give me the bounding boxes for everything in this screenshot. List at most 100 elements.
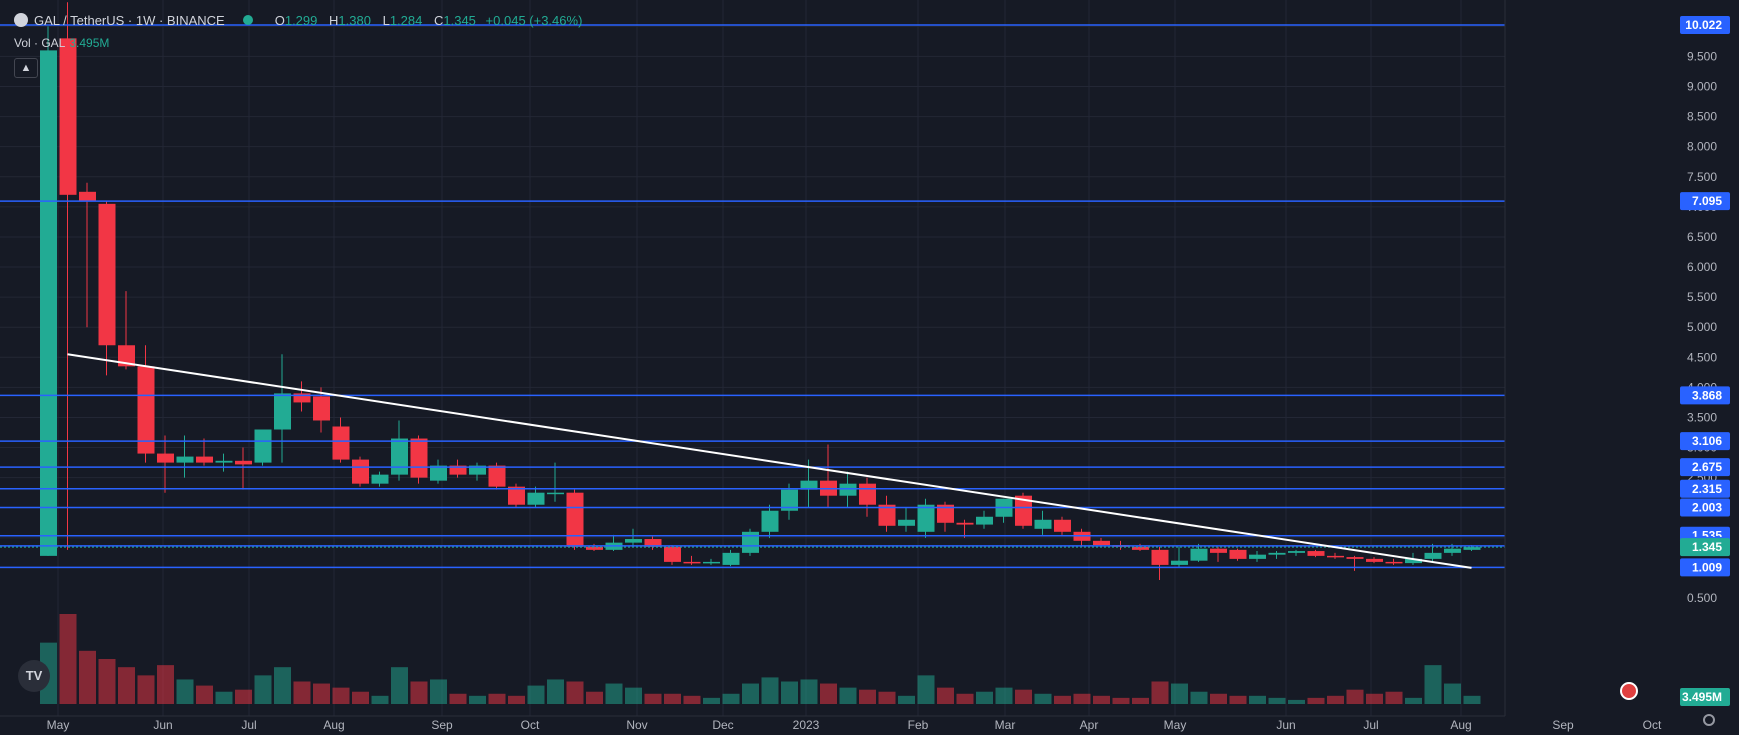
time-tick-label: Apr [1080, 718, 1099, 732]
candle-body [703, 561, 720, 564]
price-candles [40, 2, 1481, 580]
price-tick-label: 5.000 [1687, 320, 1717, 334]
price-label-tag [1680, 688, 1730, 706]
candle-body [118, 345, 135, 367]
candle-body [683, 561, 701, 564]
volume-bar [371, 695, 389, 704]
price-tick-label: 4.500 [1687, 350, 1717, 364]
trendline[interactable] [67, 353, 1472, 569]
volume-bar [956, 693, 974, 704]
time-tick-label: Jul [241, 718, 256, 732]
volume-bar [605, 683, 623, 704]
price-label-tag [1680, 458, 1730, 477]
time-tick-label: Sep [431, 718, 453, 732]
volume-bar [1034, 693, 1052, 704]
volume-bar [1015, 689, 1032, 704]
volume-bar [878, 691, 896, 704]
volume-bar [1405, 697, 1422, 704]
price-level-label: 3.495M [1682, 690, 1722, 704]
close-value: 1.345 [443, 12, 476, 28]
volume-bar [1444, 683, 1461, 704]
price-axis-background [1505, 0, 1739, 735]
price-level-label: 3.868 [1692, 388, 1722, 402]
price-label-tag [1680, 386, 1730, 405]
volume-bar [703, 697, 720, 704]
candle-body [508, 486, 525, 505]
candle-body [1463, 547, 1481, 550]
volume-bar [1346, 689, 1364, 704]
symbol-title[interactable]: GAL / TetherUS · 1W · BINANCE [34, 12, 225, 28]
price-tick-label: 6.000 [1687, 260, 1717, 274]
candle-body [254, 429, 272, 463]
candle-body [449, 465, 467, 475]
open-label: O [274, 12, 285, 28]
chevron-up-icon[interactable]: ▲ [14, 58, 38, 78]
horizontal-levels[interactable] [0, 24, 1505, 569]
volume-bar [1288, 699, 1305, 704]
volume-bar [410, 681, 428, 704]
price-axis[interactable]: 9.5009.0008.5008.0007.5007.0006.5006.000… [1504, 0, 1739, 735]
price-tick-label: 7.500 [1687, 170, 1717, 184]
volume-bar [332, 687, 350, 704]
volume-bar [1424, 665, 1442, 704]
candle-body [293, 393, 311, 403]
low-value: 1.284 [389, 12, 423, 28]
price-label-tag [1680, 498, 1730, 517]
volume-bar [1112, 697, 1130, 704]
time-tick-label: Oct [1643, 718, 1662, 732]
candle-body [586, 546, 603, 550]
volume-bar [235, 689, 252, 704]
candle-body [859, 483, 876, 505]
price-tick-label: 9.000 [1687, 80, 1717, 94]
price-level-label: 2.675 [1692, 460, 1722, 474]
candle-body [1249, 554, 1266, 559]
price-label-tag [1680, 479, 1730, 498]
volume-bar [995, 687, 1013, 704]
candle-body [1424, 552, 1442, 559]
time-tick-label: Jun [1276, 718, 1295, 732]
candle-body [391, 438, 408, 475]
candle-body [722, 552, 740, 565]
candle-body [98, 203, 116, 346]
volume-legend[interactable]: Vol · GAL 3.495M [14, 36, 109, 50]
price-tick-label: 8.500 [1687, 110, 1717, 124]
volume-value: 3.495M [69, 36, 110, 50]
candle-body [313, 396, 330, 421]
candle-body [196, 456, 213, 463]
volume-bar [313, 683, 330, 704]
tradingview-logo-icon[interactable]: TV [18, 660, 50, 692]
time-tick-label: Nov [626, 718, 647, 732]
candle-body [235, 460, 252, 465]
price-tick-label: 3.500 [1687, 410, 1717, 424]
candle-body [137, 366, 155, 454]
candle-body [1444, 548, 1461, 553]
market-status-icon [242, 15, 253, 25]
time-tick-label: May [1164, 718, 1187, 732]
candle-body [644, 539, 662, 547]
volume-bar [566, 681, 584, 704]
candle-body [1268, 552, 1286, 555]
candle-body [1054, 519, 1071, 532]
candle-body [1366, 558, 1383, 562]
volume-bar [137, 675, 155, 704]
volume-bar [59, 614, 77, 704]
trendline-segment [67, 353, 1472, 569]
volume-bar [508, 695, 525, 704]
volume-bar [1132, 697, 1149, 704]
gear-icon[interactable] [1703, 714, 1715, 726]
candle-body [1327, 555, 1344, 558]
volume-bar [859, 689, 876, 704]
price-level-label: 2.315 [1692, 482, 1722, 496]
candle-body [1171, 560, 1188, 565]
us-flag-icon [1620, 682, 1638, 700]
candle-body [215, 460, 233, 463]
symbol-legend[interactable]: GAL / TetherUS · 1W · BINANCE O1.299 H1.… [14, 10, 582, 30]
volume-bar [215, 691, 233, 704]
candle-body [1034, 519, 1052, 529]
volume-bar [742, 683, 759, 704]
time-axis[interactable]: May Jun Jul Aug Sep Oct Nov Dec 2023 Feb Mar Apr May… [0, 715, 1662, 732]
volume-bar [722, 693, 740, 704]
price-tick-label: 5.500 [1687, 290, 1717, 304]
volume-bar [1307, 697, 1325, 704]
